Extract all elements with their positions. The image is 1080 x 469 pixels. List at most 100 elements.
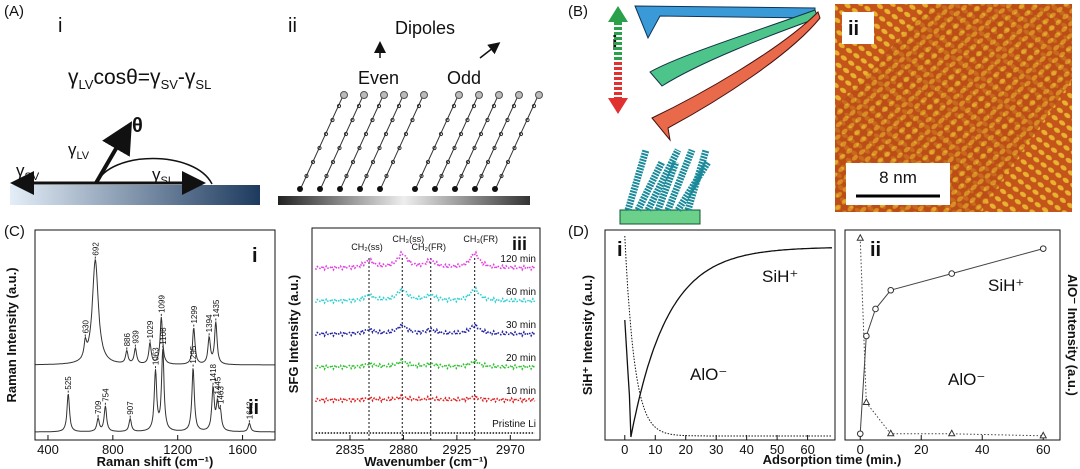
atom [451,103,457,109]
mode-label: CH₂(ss) [351,242,383,252]
atom [505,117,510,123]
atom [452,145,457,151]
peak-label: 1299 [190,305,199,323]
x-tick-label: 0 [857,442,864,457]
x-tick-label: 2925 [442,442,471,457]
cantilever [634,5,816,40]
eq-sub: SL [195,77,211,92]
plot-frame [844,229,1061,441]
panel-label: (B) [568,3,588,20]
g: γ [152,165,161,184]
atom [336,103,342,109]
chain [644,148,682,212]
atom [370,159,376,165]
peak-label: 525 [64,376,73,390]
atom [383,131,389,137]
sub-label: i [252,245,258,267]
tail [455,91,463,99]
chain [454,97,498,191]
atom [376,103,382,109]
series-label: AlO⁻ [948,370,985,389]
series-label: SiH⁺ [762,267,798,286]
series-label: 60 min [506,287,536,298]
peak-label: 1099 [157,295,166,313]
g: γ [16,161,25,180]
atom [472,145,477,151]
tail [380,91,388,99]
head [337,186,343,192]
arrow-head [608,98,628,114]
x-tick-label: 800 [102,442,124,457]
plot-frame [34,229,276,441]
x-tick-label: 30 [709,442,723,457]
x-tick-label: 60 [1036,442,1050,457]
theta: θ [132,115,143,137]
x-tick-label: 0 [621,442,628,457]
atom [377,145,382,151]
atom [403,131,409,137]
chain [624,148,650,212]
atom [310,159,316,165]
series-label: 20 min [506,353,536,364]
x-tick-label: 20 [914,442,928,457]
atom [478,131,484,137]
sfg-trace [314,393,536,404]
chain [654,160,680,212]
head [432,186,438,192]
marker [856,233,865,241]
atom [445,117,450,123]
sfg-trace [314,250,536,272]
atom [343,131,349,137]
y-label: SiH⁺ Intensity (a.u.) [580,275,595,395]
cantilever [651,11,821,142]
x-tick-label: 40 [739,442,753,457]
head [472,186,478,192]
head [492,186,498,192]
peak-label: 1063 [151,347,160,365]
sih-line [859,248,1044,434]
marker [856,430,864,438]
atom [439,173,444,179]
peak-label: 1108 [159,327,168,345]
dipoles: Dipoles [395,18,455,38]
marker [863,332,870,340]
x-tick-label: 1600 [228,442,257,457]
atom [485,117,490,123]
sub-label: i [617,239,623,261]
sfg-trace [314,321,536,338]
series-label: AlO⁻ [690,365,727,384]
marker [947,429,956,437]
chain [434,97,478,191]
chain [359,97,403,191]
series-label: 120 min [500,254,536,265]
atom [323,131,329,137]
marker [862,398,871,406]
molecules [297,91,543,192]
g-sub: SV [25,171,40,183]
atom [410,117,415,123]
sub-label: ii [870,239,881,261]
sfg-trace [314,286,536,305]
arrow [479,42,501,59]
chain [684,148,710,212]
mode-label: CH₃(ss) [392,234,424,244]
mode-label: CH₂(FR) [412,242,446,252]
sub-label: iii [512,234,527,254]
x-tick-label: 20 [678,442,692,457]
atom [505,159,511,165]
eq-sub: SV [161,77,179,92]
atom [357,145,362,151]
x-tick-label: 50 [770,442,784,457]
atom [499,173,504,179]
chain [474,97,518,191]
atom [356,103,362,109]
marker [872,305,879,313]
chain [494,97,538,191]
atom [304,173,309,179]
mode-label: CH₃(FR) [463,234,498,244]
alo-curve [624,235,832,437]
head [297,186,303,192]
atom [498,131,504,137]
spectrum [35,258,275,366]
tail [515,91,523,99]
